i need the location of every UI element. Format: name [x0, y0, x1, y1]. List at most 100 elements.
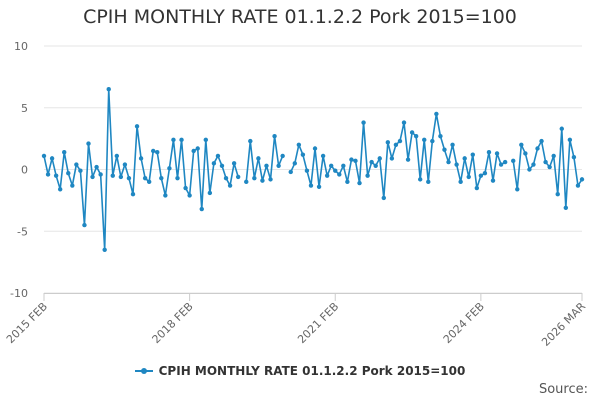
data-point [430, 138, 435, 144]
data-point [486, 150, 492, 155]
data-point [106, 87, 111, 92]
data-point [268, 177, 273, 182]
data-point [571, 154, 577, 160]
data-point [426, 179, 431, 185]
series [41, 87, 585, 252]
data-point [215, 153, 221, 159]
data-point [57, 187, 63, 192]
data-point [74, 162, 79, 167]
data-point [389, 156, 395, 161]
data-point [159, 175, 164, 181]
data-point [442, 147, 447, 152]
data-point [417, 177, 423, 182]
data-point [515, 187, 520, 192]
x-tick-label: 2015 FEB [4, 300, 50, 346]
data-point [248, 138, 253, 144]
data-point [539, 138, 544, 144]
data-point [377, 156, 382, 161]
data-point [223, 175, 229, 181]
data-point [203, 137, 209, 143]
data-point [393, 142, 399, 147]
data-point [454, 162, 459, 167]
data-point [482, 171, 488, 176]
data-point [523, 151, 528, 156]
data-point [86, 141, 91, 146]
data-point [409, 130, 415, 135]
data-point [300, 152, 306, 157]
y-tick-label: 0 [21, 164, 28, 177]
data-point [575, 183, 581, 188]
data-point [474, 185, 480, 191]
data-point [458, 179, 463, 185]
data-point [114, 153, 120, 159]
data-point [276, 163, 281, 168]
data-point [171, 137, 176, 143]
data-point [470, 152, 475, 157]
series-line [245, 135, 284, 182]
data-point [78, 168, 83, 173]
data-point [252, 175, 257, 181]
data-point [413, 133, 419, 139]
data-point [353, 158, 358, 164]
data-point [53, 173, 59, 178]
x-tick-label: 2018 FEB [150, 300, 196, 346]
data-point [130, 192, 136, 197]
data-point [373, 163, 378, 168]
data-point [155, 150, 160, 155]
data-point [102, 247, 107, 252]
data-point [478, 173, 484, 178]
data-point [543, 159, 548, 165]
data-point [369, 159, 374, 165]
data-point [45, 172, 51, 177]
data-point [227, 183, 233, 188]
data-point [405, 157, 411, 162]
legend-marker [140, 367, 147, 374]
data-point [320, 153, 326, 159]
data-point [438, 133, 443, 139]
data-point [381, 195, 386, 201]
legend-swatch [134, 367, 153, 374]
data-point [264, 163, 269, 168]
data-point [195, 146, 200, 151]
legend[interactable]: CPIH MONTHLY RATE 01.1.2.2 Pork 2015=100 [0, 364, 600, 378]
x-tick-label: 2024 FEB [441, 300, 487, 346]
data-point [260, 178, 265, 183]
data-point [187, 193, 192, 198]
data-point [422, 137, 427, 143]
data-point [312, 146, 318, 151]
data-point [122, 162, 128, 167]
data-point [466, 174, 471, 180]
data-point [49, 156, 55, 161]
data-point [519, 142, 524, 147]
chart-title: CPIH MONTHLY RATE 01.1.2.2 Pork 2015=100 [83, 6, 517, 28]
data-point [324, 173, 330, 178]
data-point [446, 159, 451, 165]
data-point [167, 166, 172, 171]
y-tick-label: 10 [14, 40, 28, 53]
data-point [329, 163, 334, 168]
data-point [316, 184, 322, 189]
data-point [280, 153, 285, 159]
data-point [385, 140, 391, 145]
x-tick-label: 2026 MAR [539, 300, 588, 349]
data-point [219, 163, 225, 168]
data-point [98, 172, 103, 177]
data-point [494, 151, 500, 156]
data-point [304, 168, 310, 173]
data-point [579, 177, 585, 182]
series-line [290, 113, 506, 199]
data-point [563, 205, 569, 210]
data-point [94, 164, 99, 170]
source-label: Source: [538, 382, 588, 397]
data-point [547, 164, 552, 170]
data-point [41, 153, 47, 159]
data-point [82, 222, 87, 228]
data-point [559, 126, 564, 131]
data-point [349, 157, 354, 162]
data-point [163, 193, 168, 198]
data-point [308, 183, 314, 188]
data-point [397, 138, 403, 144]
data-point [462, 156, 467, 161]
data-point [555, 192, 560, 197]
